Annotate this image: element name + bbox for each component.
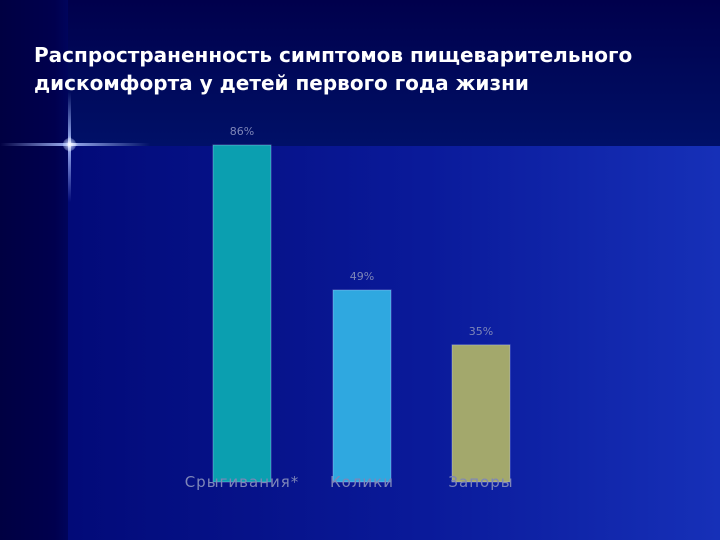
sparkle-core [63, 138, 76, 151]
bars-layer [212, 144, 511, 483]
bar-3 [451, 344, 511, 483]
top-band [68, 0, 720, 146]
bar-1 [212, 144, 272, 483]
body-band [68, 146, 720, 540]
data-label-2: 49% [350, 270, 374, 283]
data-label-3: 35% [469, 325, 493, 338]
bar-2 [332, 289, 392, 483]
category-label-1: Срыгивания* [185, 473, 300, 491]
category-label-2: Колики [330, 473, 394, 491]
left-band [0, 0, 68, 540]
category-label-3: Запоры [448, 473, 513, 491]
data-label-1: 86% [230, 125, 254, 138]
chart-title: Распространенность симптомов пищеварител… [34, 43, 633, 95]
labels-layer: 86% Срыгивания* 49% Колики 35% Запоры [185, 125, 513, 491]
